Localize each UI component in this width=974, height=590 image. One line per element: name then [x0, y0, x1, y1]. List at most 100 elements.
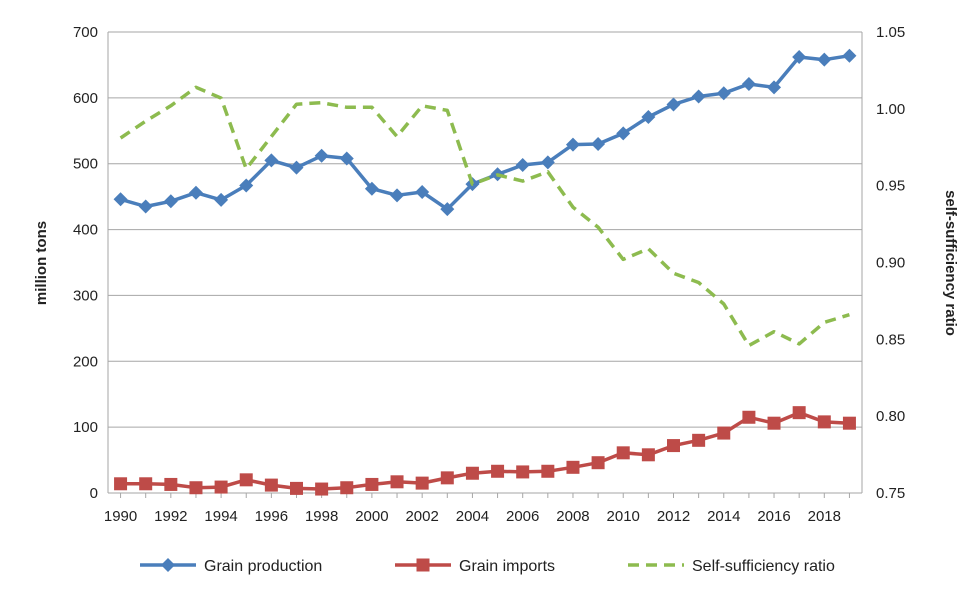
series-2-point [164, 477, 178, 491]
series-1-point [767, 80, 782, 95]
series-2-point [465, 466, 479, 480]
series-1-point [440, 202, 455, 217]
series-2-point [742, 410, 756, 424]
x-tick-label: 2006 [506, 508, 539, 525]
x-tick-label: 1998 [305, 508, 338, 525]
y-axis-title: million tons [33, 221, 50, 305]
series-2-point [114, 477, 128, 491]
legend-marker-2 [416, 558, 430, 572]
series-2-point [440, 471, 454, 485]
gridlines [108, 31, 862, 494]
series-1-point [716, 86, 731, 101]
x-tick-label: 2008 [556, 508, 589, 525]
series-1-point [390, 188, 405, 203]
series-1-point [515, 158, 530, 173]
series-2-point [264, 478, 278, 492]
x-tick-label: 2018 [808, 508, 841, 525]
series-line-2 [120, 410, 850, 491]
legend-marker-1 [161, 558, 175, 572]
series-2-point [541, 464, 555, 478]
y2-tick-label: 1.05 [876, 24, 905, 41]
series-2-point [767, 416, 781, 430]
series-1-point [842, 48, 857, 63]
series-2-point [717, 426, 731, 440]
series-1-point [214, 192, 229, 207]
series-2-point [315, 482, 329, 496]
y2-tick-label: 0.85 [876, 331, 905, 348]
legend-label-1: Grain production [204, 558, 322, 575]
series-line-3 [119, 85, 850, 348]
series-1-point [792, 50, 807, 65]
y-tick-label: 0 [90, 485, 98, 502]
x-tick-label: 2010 [607, 508, 640, 525]
x-tick-label: 1994 [204, 508, 237, 525]
series-1-point [113, 192, 128, 207]
series-1-point [314, 148, 329, 163]
x-tick-label: 2014 [707, 508, 740, 525]
series-2-point [817, 415, 831, 429]
series-1-point [163, 194, 178, 209]
series-2-point [792, 406, 806, 420]
series-2-point [591, 456, 605, 470]
x-tick-label: 2000 [355, 508, 388, 525]
x-tick-label: 1990 [104, 508, 137, 525]
series-1-point [641, 109, 656, 124]
series-layer [113, 48, 857, 496]
series-2-point [214, 480, 228, 494]
y-tick-label: 600 [73, 90, 98, 107]
y-tick-label: 500 [73, 156, 98, 173]
y-tick-label: 300 [73, 287, 98, 304]
series-2-point [290, 481, 303, 495]
series-2-point [641, 448, 655, 462]
series-1-point [565, 137, 580, 152]
series-1-point [364, 181, 379, 196]
y2-tick-label: 0.80 [876, 408, 905, 425]
series-2-point [667, 439, 680, 453]
series-line-1 [120, 53, 850, 211]
series-1-point [264, 153, 279, 168]
series-1-point [741, 77, 756, 92]
y2-axis-title: self-sufficiency ratio [942, 190, 959, 336]
series-2-point [516, 465, 530, 479]
x-tick-label: 2004 [456, 508, 489, 525]
legend-label-2: Grain imports [459, 558, 555, 575]
series-1-point [666, 97, 681, 112]
x-tick-label: 1992 [154, 508, 187, 525]
series-2-point [239, 473, 253, 487]
series-1-point [239, 178, 254, 193]
x-tick-label: 2002 [405, 508, 438, 525]
series-1-point [415, 185, 430, 200]
series-2-point [340, 481, 354, 495]
series-2-point [616, 446, 630, 460]
y-tick-label: 700 [73, 24, 98, 41]
series-2-point [189, 481, 203, 495]
series-2-point [566, 460, 580, 474]
series-1-point [616, 126, 631, 141]
y2-tick-label: 0.95 [876, 178, 905, 195]
series-1-point [138, 199, 153, 214]
legend-label-3: Self-sufficiency ratio [692, 558, 835, 575]
series-1-point [188, 185, 203, 200]
series-2-point [365, 477, 379, 491]
x-tick-label: 2012 [657, 508, 690, 525]
x-tick-label: 1996 [255, 508, 288, 525]
series-1-point [289, 160, 304, 175]
series-1-point [691, 89, 706, 104]
series-1-point [591, 136, 606, 151]
x-tick-label: 2016 [757, 508, 790, 525]
series-1-point [540, 155, 555, 170]
y-tick-label: 100 [73, 419, 98, 436]
y2-tick-label: 1.00 [876, 101, 905, 118]
y2-tick-label: 0.90 [876, 255, 905, 272]
series-2-point [842, 416, 856, 430]
series-2-point [139, 477, 153, 491]
series-1-point [817, 52, 832, 67]
series-1-point [339, 151, 354, 166]
y2-tick-label: 0.75 [876, 485, 905, 502]
series-2-point [415, 476, 429, 490]
y-tick-label: 400 [73, 222, 98, 239]
axes: 0 100 200 300 400 500 600 700 0.75 0.80 0.85 0.90 0.… [73, 24, 905, 525]
series-2-point [390, 475, 404, 489]
